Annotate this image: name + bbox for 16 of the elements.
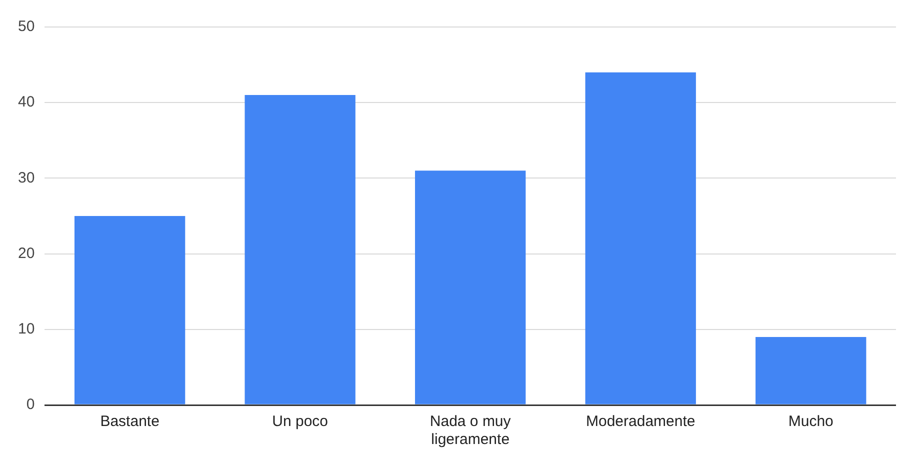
y-tick-label: 30 (18, 169, 35, 186)
x-tick-label: Bastante (100, 413, 160, 430)
bar (415, 170, 526, 404)
bar (585, 72, 696, 404)
y-tick-label: 50 (18, 18, 35, 36)
bar (74, 216, 186, 404)
y-tick-label: 0 (26, 396, 35, 414)
bar (244, 95, 356, 404)
x-tick-label: Nada o muy ligeramente (430, 413, 512, 448)
y-tick-label: 40 (18, 94, 35, 111)
x-tick-label: Un poco (272, 413, 328, 430)
bar (756, 336, 866, 404)
x-tick-label: Moderadamente (586, 413, 696, 430)
y-tick-label: 10 (18, 320, 35, 338)
x-tick-label: Mucho (788, 413, 834, 430)
y-tick-label: 20 (18, 244, 35, 262)
